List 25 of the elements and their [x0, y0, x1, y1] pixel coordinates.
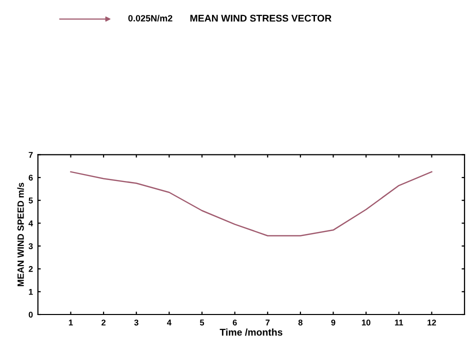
x-tick-label: 2 — [102, 320, 106, 326]
y-tick-label: 3 — [28, 243, 33, 250]
x-tick-label: 6 — [232, 320, 237, 326]
y-tick-label: 0 — [28, 312, 33, 318]
x-tick-label: 5 — [200, 320, 204, 326]
y-tick-label: 4 — [28, 220, 34, 226]
x-tick-label: 10 — [362, 320, 370, 326]
x-axis-title: Time /months — [220, 328, 282, 336]
x-tick-label: 1 — [68, 320, 73, 326]
x-tick-label: 9 — [331, 320, 336, 326]
x-tick-label: 12 — [428, 320, 436, 326]
y-tick-label: 2 — [28, 266, 33, 272]
text: 0.025N/m2 — [128, 14, 172, 22]
y-tick-label: 5 — [28, 198, 33, 204]
y-axis-title: MEAN WIND SPEED m/s — [17, 182, 24, 286]
y-tick-label: 7 — [28, 152, 33, 158]
y-tick-label: 1 — [28, 288, 33, 295]
x-tick-label: 7 — [266, 320, 270, 326]
x-tick-label: 4 — [166, 320, 172, 326]
y-tick-label: 6 — [28, 174, 33, 181]
x-tick-label: 11 — [395, 320, 404, 326]
x-tick-label: 3 — [134, 320, 138, 326]
x-tick-label: 8 — [298, 320, 303, 326]
text: MEAN WIND STRESS VECTOR — [190, 14, 332, 22]
line-series — [70, 171, 432, 236]
